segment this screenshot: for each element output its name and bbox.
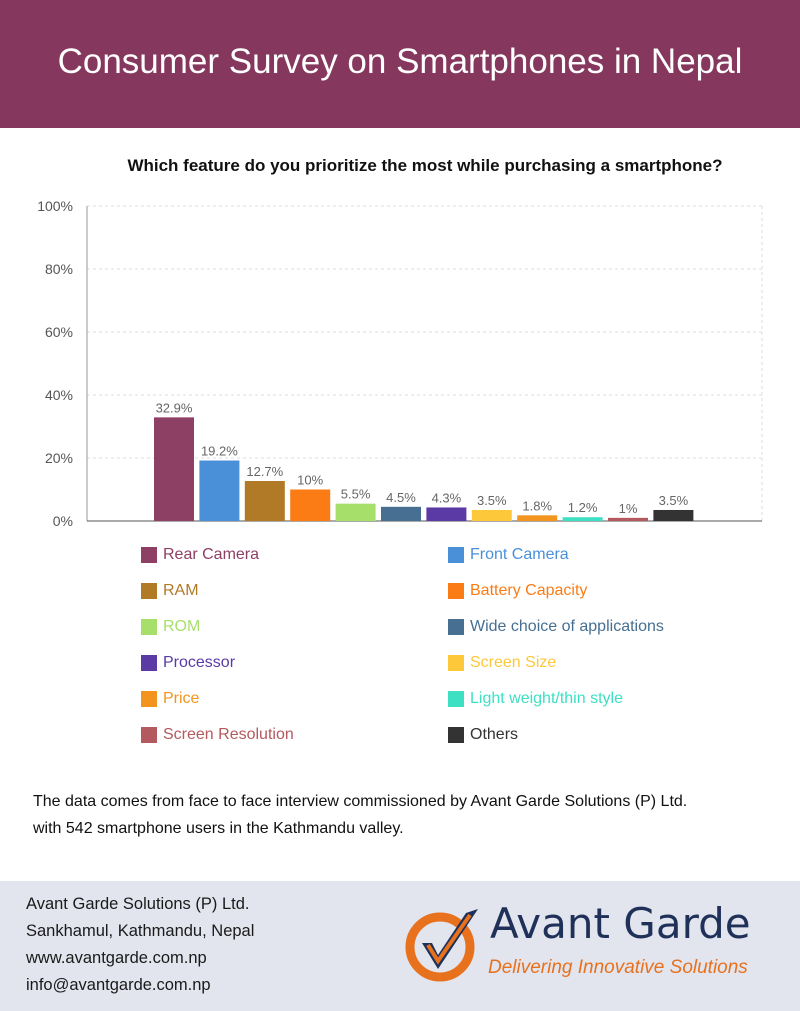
legend-label: RAM [163, 582, 199, 599]
data-label: 10% [297, 473, 323, 488]
legend-label: Screen Resolution [163, 726, 294, 743]
legend-label: Screen Size [470, 654, 557, 671]
legend-label: ROM [163, 618, 201, 635]
footnote-line-1: The data comes from face to face intervi… [33, 793, 688, 810]
legend-swatch [448, 547, 464, 563]
legend-label: Price [163, 690, 200, 707]
bar [381, 506, 421, 521]
bar-chart: 0% 20% 40% 60% 80% 100% 32.9% 19.2% 12.7% 10% 5.5%… [37, 198, 763, 529]
legend-swatch [141, 691, 157, 707]
y-tick-label: 0% [53, 513, 73, 529]
bar [244, 480, 285, 521]
bar [335, 503, 376, 521]
data-label: 12.7% [246, 464, 283, 479]
bar [290, 489, 331, 521]
footnote: The data comes from face to face intervi… [33, 788, 783, 842]
legend-label: Wide choice of applications [470, 618, 664, 635]
data-label: 19.2% [201, 444, 238, 459]
legend-swatch [448, 619, 464, 635]
legend-label: Processor [163, 654, 236, 671]
bar [154, 417, 194, 521]
y-tick-label: 100% [37, 198, 73, 214]
data-label: 4.5% [386, 490, 416, 505]
bar [517, 515, 558, 521]
legend-swatch [448, 655, 464, 671]
footer-address: Sankhamul, Kathmandu, Nepal [26, 922, 255, 940]
page-title: Consumer Survey on Smartphones in Nepal [57, 42, 743, 81]
data-label: 3.5% [477, 493, 507, 508]
footer-company: Avant Garde Solutions (P) Ltd. [26, 895, 250, 913]
legend-swatch [141, 619, 157, 635]
footnote-line-2: with 542 smartphone users in the Kathman… [33, 820, 404, 837]
footer: Avant Garde Solutions (P) Ltd. Sankhamul… [0, 881, 800, 1011]
legend-item: RAM [141, 579, 199, 603]
legend-item: Processor [141, 651, 235, 675]
checkmark-logo-icon [405, 909, 478, 982]
footer-email[interactable]: info@avantgarde.com.np [26, 976, 211, 994]
bar [471, 509, 512, 521]
legend-swatch [141, 547, 157, 563]
logo-name: Avant Garde [490, 899, 751, 948]
logo-tagline: Delivering Innovative Solutions [488, 957, 748, 978]
legend-label: Light weight/thin style [470, 690, 623, 707]
legend-swatch [141, 655, 157, 671]
legend-swatch [141, 727, 157, 743]
legend-swatch [448, 583, 464, 599]
chart-legend: Rear Camera Front Camera RAM Battery Capaci… [0, 540, 800, 760]
y-tick-label: 40% [45, 387, 73, 403]
company-logo: Avant Garde Delivering Innovative Soluti… [404, 899, 764, 989]
legend-item: Light weight/thin style [448, 687, 623, 711]
legend-item: Others [448, 723, 518, 747]
data-label: 1% [619, 501, 638, 516]
legend-label: Front Camera [470, 546, 569, 563]
bar [426, 507, 467, 521]
footer-website[interactable]: www.avantgarde.com.np [26, 949, 207, 967]
legend-item: Battery Capacity [448, 579, 587, 603]
data-label: 5.5% [341, 487, 371, 502]
legend-item: ROM [141, 615, 200, 639]
legend-swatch [448, 727, 464, 743]
y-tick-label: 20% [45, 450, 73, 466]
legend-item: Wide choice of applications [448, 615, 664, 639]
legend-label: Battery Capacity [470, 582, 588, 599]
bar [653, 509, 694, 521]
legend-item: Price [141, 687, 199, 711]
legend-swatch [141, 583, 157, 599]
y-tick-label: 80% [45, 261, 73, 277]
legend-label: Rear Camera [163, 546, 260, 563]
legend-item: Screen Size [448, 651, 556, 675]
data-label: 1.8% [522, 498, 552, 513]
data-label: 4.3% [432, 490, 462, 505]
chart-title: Which feature do you prioritize the most… [127, 156, 723, 175]
data-label: 32.9% [156, 400, 193, 415]
data-label: 1.2% [568, 500, 598, 515]
header-banner: Consumer Survey on Smartphones in Nepal [0, 0, 800, 128]
y-tick-label: 60% [45, 324, 73, 340]
legend-item: Screen Resolution [141, 723, 294, 747]
legend-item: Rear Camera [141, 543, 259, 567]
bar [199, 460, 240, 521]
legend-label: Others [470, 726, 519, 743]
bar [562, 517, 603, 521]
data-label: 3.5% [659, 493, 689, 508]
legend-swatch [448, 691, 464, 707]
bar [608, 517, 648, 521]
legend-item: Front Camera [448, 543, 569, 567]
